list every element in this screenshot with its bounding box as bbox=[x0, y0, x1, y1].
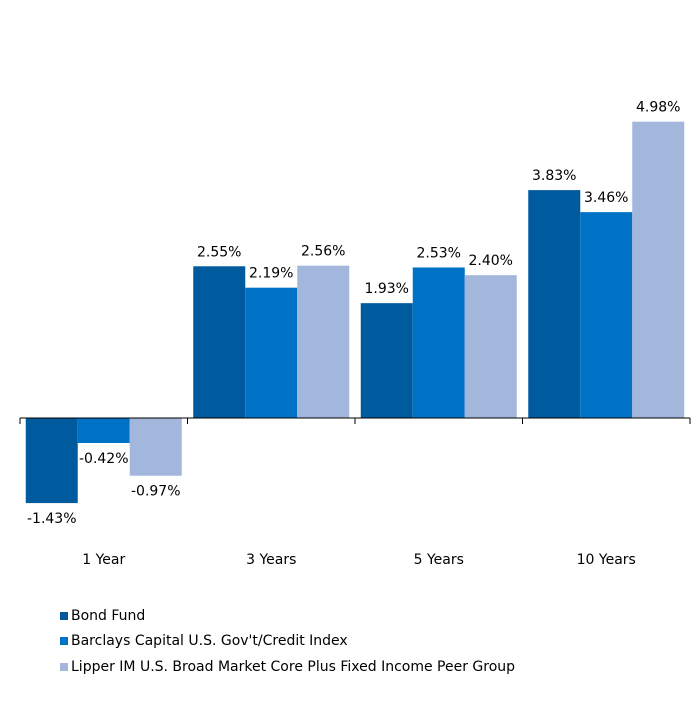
bar-lipper-im-u-s-broad-market-core-plus-fixed-income-peer-group-1-year bbox=[129, 418, 182, 476]
data-label-bond-fund-1-year: -1.43% bbox=[27, 511, 77, 527]
legend-label-lipper-peer-group: Lipper IM U.S. Broad Market Core Plus Fi… bbox=[71, 658, 516, 675]
data-label-barclays-capital-u-s-gov-t-credit-index-5-years: 2.53% bbox=[417, 245, 461, 261]
data-label-lipper-im-u-s-broad-market-core-plus-fixed-income-peer-group-1-year: -0.97% bbox=[131, 484, 181, 500]
data-labels-layer: -1.43% -0.42% -0.97% 2.55% 2.19% 2.56% 1.93% 2.… bbox=[27, 100, 681, 527]
category-label-1-year: 1 Year bbox=[82, 552, 125, 568]
bar-barclays-capital-u-s-gov-t-credit-index-1-year bbox=[77, 418, 130, 443]
legend: Bond Fund Barclays Capital U.S. Gov't/Cr… bbox=[60, 603, 515, 680]
legend-swatch-lipper-peer-group bbox=[60, 662, 68, 671]
legend-item-bond-fund: Bond Fund bbox=[60, 603, 515, 629]
axis-layer bbox=[19, 417, 691, 424]
bar-barclays-capital-u-s-gov-t-credit-index-5-years bbox=[412, 267, 465, 418]
bar-bond-fund-1-year bbox=[25, 418, 78, 504]
bar-lipper-im-u-s-broad-market-core-plus-fixed-income-peer-group-3-years bbox=[297, 265, 350, 418]
bar-bond-fund-5-years bbox=[360, 303, 413, 418]
legend-swatch-bond-fund bbox=[60, 611, 68, 620]
legend-item-lipper-peer-group: Lipper IM U.S. Broad Market Core Plus Fi… bbox=[60, 654, 515, 680]
category-labels-layer: 1 Year 3 Years 5 Years 10 Years bbox=[82, 552, 636, 568]
data-label-bond-fund-3-years: 2.55% bbox=[197, 244, 241, 260]
legend-swatch-barclays-index bbox=[60, 637, 68, 646]
bar-barclays-capital-u-s-gov-t-credit-index-3-years bbox=[245, 287, 298, 418]
category-label-10-years: 10 Years bbox=[577, 552, 636, 568]
data-label-lipper-im-u-s-broad-market-core-plus-fixed-income-peer-group-10-years: 4.98% bbox=[636, 100, 680, 116]
data-label-bond-fund-5-years: 1.93% bbox=[365, 281, 409, 297]
legend-label-bond-fund: Bond Fund bbox=[71, 607, 146, 624]
legend-label-barclays-index: Barclays Capital U.S. Gov't/Credit Index bbox=[71, 633, 348, 650]
bars-layer bbox=[25, 121, 685, 504]
data-label-barclays-capital-u-s-gov-t-credit-index-3-years: 2.19% bbox=[249, 266, 293, 282]
data-label-lipper-im-u-s-broad-market-core-plus-fixed-income-peer-group-5-years: 2.40% bbox=[469, 253, 513, 269]
data-label-lipper-im-u-s-broad-market-core-plus-fixed-income-peer-group-3-years: 2.56% bbox=[301, 244, 345, 260]
data-label-barclays-capital-u-s-gov-t-credit-index-10-years: 3.46% bbox=[584, 190, 628, 206]
data-label-barclays-capital-u-s-gov-t-credit-index-1-year: -0.42% bbox=[79, 451, 129, 467]
data-label-bond-fund-10-years: 3.83% bbox=[532, 168, 576, 184]
bar-bond-fund-10-years bbox=[528, 190, 581, 418]
bar-lipper-im-u-s-broad-market-core-plus-fixed-income-peer-group-5-years bbox=[464, 275, 517, 418]
bar-chart: -1.43% -0.42% -0.97% 2.55% 2.19% 2.56% 1.93% 2.… bbox=[19, 100, 691, 568]
category-label-5-years: 5 Years bbox=[414, 552, 464, 568]
category-label-3-years: 3 Years bbox=[246, 552, 296, 568]
bar-lipper-im-u-s-broad-market-core-plus-fixed-income-peer-group-10-years bbox=[632, 121, 685, 418]
legend-item-barclays-index: Barclays Capital U.S. Gov't/Credit Index bbox=[60, 629, 515, 655]
bar-bond-fund-3-years bbox=[193, 266, 246, 418]
bar-barclays-capital-u-s-gov-t-credit-index-10-years bbox=[580, 212, 633, 418]
